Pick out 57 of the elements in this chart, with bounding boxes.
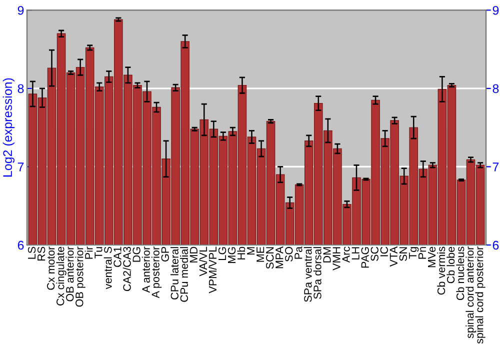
x-tick-label: Pn [418,247,426,259]
y2-tick-label: 6 [492,240,499,250]
y2-tick-label: 8 [492,84,499,94]
x-tick-label: A anterior [142,246,150,293]
x-tick-label: DG [132,247,140,262]
x-tick-label: VPM/VPL [208,246,217,294]
x-tick-label: Cb lobe [446,246,455,284]
x-tick-label: VMH [332,247,340,270]
x-tick-label: ventral S [104,246,112,290]
y-tick-label: 7 [18,162,24,172]
x-tick-label: Pir [84,246,93,259]
y2-tick-label: 7 [492,162,499,172]
x-tick-label: SC [370,246,378,261]
x-tick-label: Tu [94,247,102,258]
y-tick-label: 9 [18,6,24,15]
y2-tick-label: 9 [492,6,499,15]
x-tick-label: spinal cord posterior [475,246,486,344]
x-tick-label: OB posterior [75,246,86,307]
x-tick-label: LS [28,246,36,259]
x-tick-label: MVe [428,246,436,268]
x-tick-label: VA/VL [199,246,208,276]
x-tick-label: PAG [361,247,369,268]
x-tick-label: Cb nucleus [456,246,464,300]
x-tick-label: DM [323,247,331,262]
x-tick-label: IC [380,246,388,256]
y-tick-label: 6 [18,240,24,250]
x-tick-label: A posterior [151,246,162,298]
x-tick-label: GP [161,246,169,262]
x-tick-label: M [247,247,255,255]
x-tick-label: spinal cord anterior [466,246,476,338]
x-tick-label: LH [352,247,360,260]
x-tick-label: SO [285,246,293,262]
x-tick-label: SCN [266,247,274,269]
x-tick-label: CA1 [114,246,122,267]
x-tick-label: ME [256,246,264,262]
x-tick-label: SPa dorsal [313,247,322,299]
y-axis-title: Log2 (expression) [2,78,14,177]
x-tick-label: Cx motor [46,246,55,290]
x-tick-label: Tg [408,247,419,259]
x-tick-label: RS [37,246,46,261]
x-tick-label: CPu lateral [170,247,178,300]
x-tick-label: SN [399,247,408,261]
x-tick-label: LG [218,247,226,260]
x-tick-label: SPa ventral [304,247,312,302]
y-tick-label: 8 [18,84,24,94]
x-tick-label: CA2/CA3 [122,246,131,291]
x-tick-label: MG [228,247,236,263]
x-tick-label: MD [190,246,198,262]
x-tick-label: VTA [390,246,398,267]
x-tick-label: Hb [237,246,246,260]
x-tick-label: Cb vermis [437,246,446,295]
x-tick-label: Arc [342,246,350,263]
x-tick-label: OB anterior [66,246,74,302]
x-tick-label: CPu medial [180,247,188,302]
x-tick-label: MPA [276,246,284,268]
x-tick-label: Pa [294,246,302,259]
x-tick-label: Cx cingulate [56,246,66,306]
